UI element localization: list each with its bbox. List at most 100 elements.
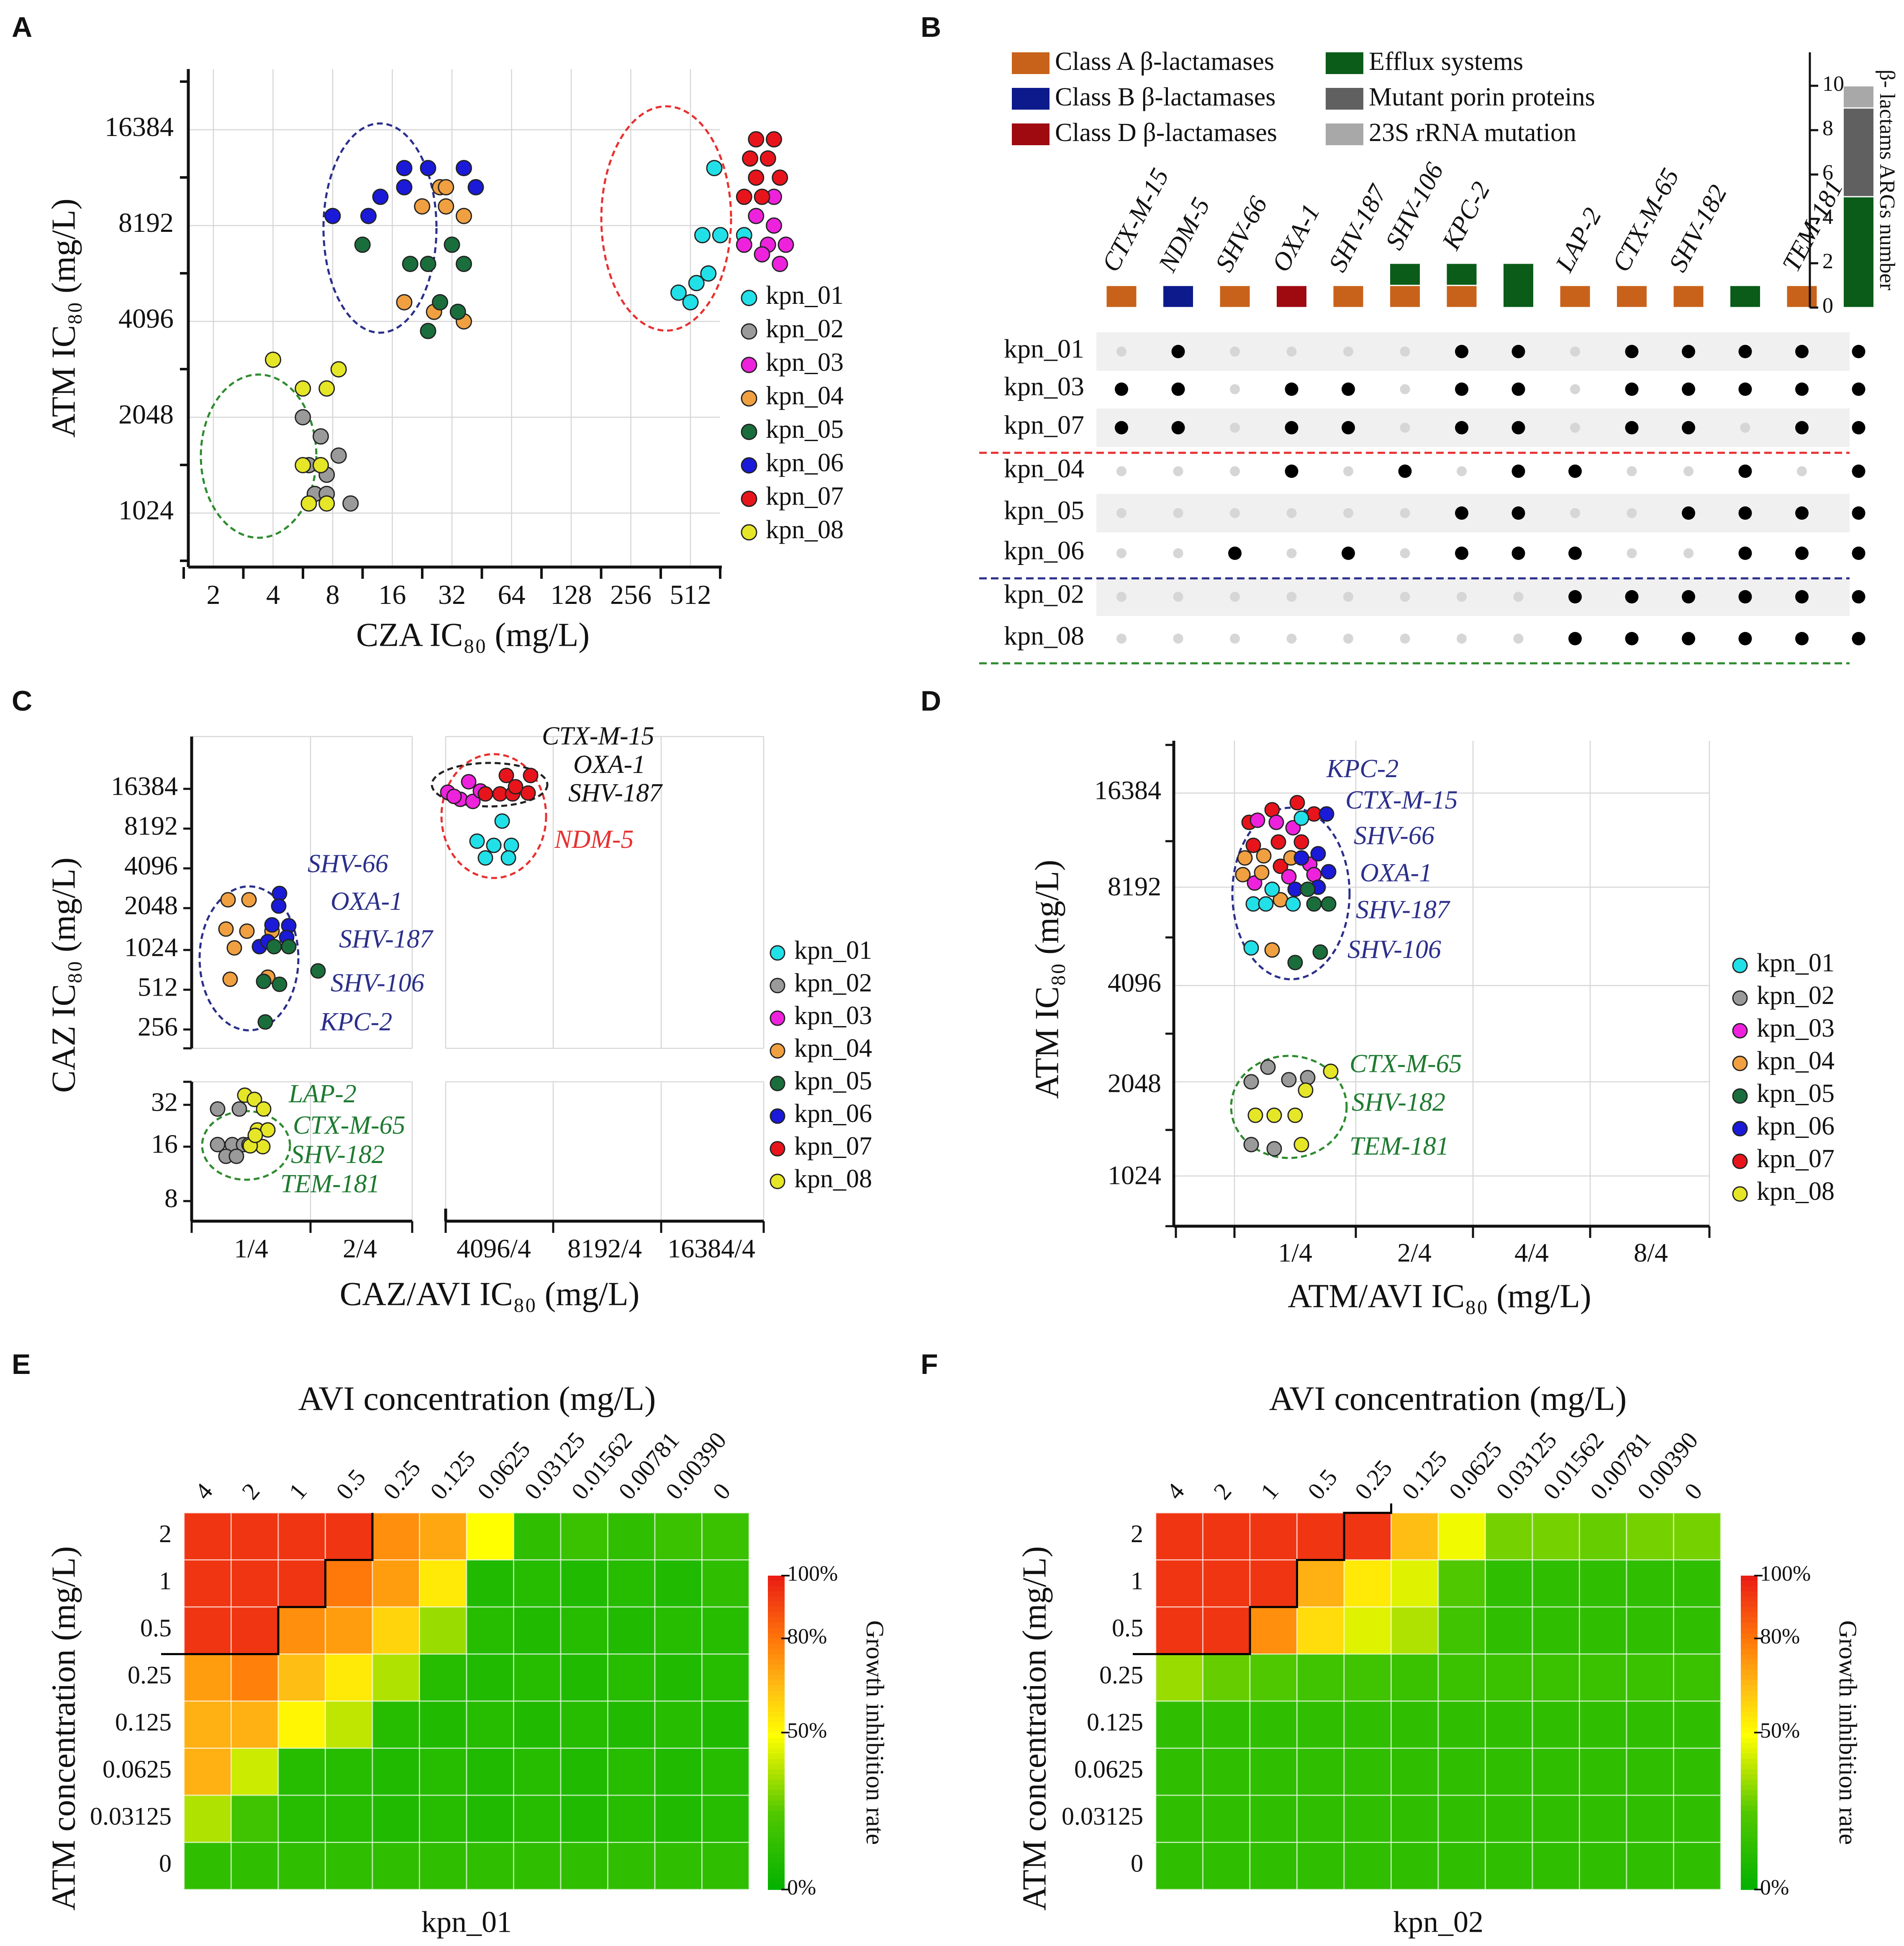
heatmap-cell (1626, 1559, 1674, 1608)
matrix-dot-empty (1230, 347, 1240, 357)
matrix-dot-filled (1795, 506, 1809, 520)
data-point-kpn_08 (300, 495, 317, 512)
legend-label-kpn_06: kpn_06 (1757, 1112, 1835, 1140)
data-point-kpn_06 (1319, 806, 1334, 822)
x-tick-label: 4/4 (1514, 1238, 1549, 1268)
y-tick-label: 16384 (1094, 775, 1161, 805)
heatmap-cell (372, 1512, 420, 1561)
heatmap-cell (231, 1748, 279, 1796)
matrix-row-band (1096, 494, 1850, 532)
heatmap-y-tick: 0.125 (115, 1708, 172, 1736)
heatmap-cell (1296, 1606, 1345, 1655)
heatmap-cell (1155, 1512, 1203, 1561)
colorbar-segment (1741, 1591, 1758, 1597)
right-axis-label: 2 (1822, 249, 1833, 273)
legend-label-kpn_07: kpn_07 (1757, 1145, 1835, 1173)
legend-label-kpn_08: kpn_08 (766, 516, 844, 544)
x-tick-label: 4 (266, 580, 280, 610)
matrix-dot-empty (1173, 548, 1183, 558)
heatmap-cell (513, 1559, 562, 1608)
heatmap-cell (654, 1512, 703, 1561)
matrix-dot-filled (1285, 465, 1298, 478)
gene-annotation: SHV-182 (291, 1140, 385, 1169)
colorbar-segment (768, 1790, 785, 1796)
matrix-dot-empty (1797, 466, 1807, 476)
data-point-kpn_02 (228, 1148, 244, 1164)
colorbar-segment (1741, 1638, 1758, 1644)
heatmap-cell (419, 1512, 467, 1561)
colorbar-segment (1741, 1576, 1758, 1581)
data-point-kpn_06 (1310, 846, 1326, 862)
heatmap-cell (372, 1842, 420, 1890)
gene-annotation: CTX-M-15 (1345, 786, 1458, 814)
heatmap-cell (1391, 1842, 1439, 1890)
legend-label-kpn_01: kpn_01 (1757, 949, 1835, 977)
heatmap-cell (1202, 1606, 1251, 1655)
heatmap-cell (1485, 1700, 1533, 1749)
stack-bar-segment (1842, 107, 1875, 198)
matrix-dot-filled (1738, 506, 1752, 520)
gene-annotation: SHV-187 (1356, 896, 1451, 924)
heatmap-cell (1673, 1700, 1722, 1749)
heatmap-cell (1202, 1512, 1251, 1561)
data-point-kpn_06 (467, 179, 484, 195)
legend-marker-kpn_01 (741, 290, 757, 306)
heatmap-cell (277, 1653, 326, 1702)
gene-annotation: KPC-2 (320, 1008, 392, 1036)
cluster-ellipse-red (440, 753, 547, 879)
data-point-kpn_01 (670, 284, 687, 301)
right-axis-label: 4 (1822, 205, 1833, 229)
matrix-dot-empty (1173, 508, 1183, 518)
legend-marker-kpn_06 (741, 457, 757, 474)
heatmap-cell (607, 1748, 656, 1796)
colorbar-segment (768, 1664, 785, 1670)
heatmap-cell (372, 1748, 420, 1796)
heatmap-cell (1673, 1795, 1722, 1843)
y-tick-label: 1024 (118, 495, 174, 526)
colorbar-segment (1741, 1884, 1758, 1890)
matrix-row-band (1096, 408, 1850, 447)
colorbar-segment (768, 1827, 785, 1833)
data-point-kpn_04 (1237, 850, 1253, 866)
data-point-kpn_03 (754, 246, 770, 263)
colorbar-segment (768, 1597, 785, 1602)
heatmap-cell (419, 1795, 467, 1843)
colorbar-segment (1741, 1800, 1758, 1806)
heatmap-cell (1579, 1700, 1627, 1749)
data-point-kpn_02 (330, 447, 347, 464)
legend-label-kpn_02: kpn_02 (1757, 981, 1835, 1010)
matrix-dot-filled (1171, 421, 1185, 434)
legend-marker-kpn_06 (770, 1108, 785, 1124)
data-point-kpn_01 (688, 275, 705, 291)
y-tick-label: 256 (138, 1012, 178, 1042)
data-point-kpn_07 (742, 150, 758, 167)
matrix-dot-filled (1568, 632, 1582, 645)
gene-annotation: SHV-187 (568, 779, 663, 807)
legend-label-kpn_04: kpn_04 (766, 382, 844, 410)
gene-label: NDM-5 (1153, 193, 1215, 277)
colorbar-segment (768, 1743, 785, 1749)
data-point-kpn_02 (210, 1101, 226, 1117)
data-point-kpn_04 (438, 198, 454, 215)
legend-label-kpn_04: kpn_04 (794, 1034, 872, 1063)
colorbar-segment (768, 1764, 785, 1770)
gene-annotation: OXA-1 (331, 887, 403, 916)
colorbar-segment (768, 1670, 785, 1676)
data-point-kpn_05 (257, 1014, 273, 1030)
colorbar-segment (1741, 1696, 1758, 1702)
data-point-kpn_02 (342, 495, 359, 512)
legend-marker-kpn_05 (770, 1076, 785, 1091)
heatmap-cell (183, 1512, 232, 1561)
cluster-ellipse-blue (1231, 806, 1351, 981)
data-point-kpn_06 (396, 179, 413, 195)
data-point-kpn_08 (256, 1101, 272, 1117)
colorbar-segment (1741, 1727, 1758, 1733)
colorbar-segment (768, 1785, 785, 1791)
data-point-kpn_07 (760, 150, 776, 167)
data-point-kpn_05 (449, 303, 466, 320)
y-tick-label: 8192 (1108, 872, 1161, 901)
matrix-dot-empty (1173, 634, 1183, 644)
matrix-dot-empty (1116, 548, 1126, 558)
colorbar-segment (1741, 1748, 1758, 1754)
heatmap-x-tick: 0.5 (331, 1464, 371, 1504)
